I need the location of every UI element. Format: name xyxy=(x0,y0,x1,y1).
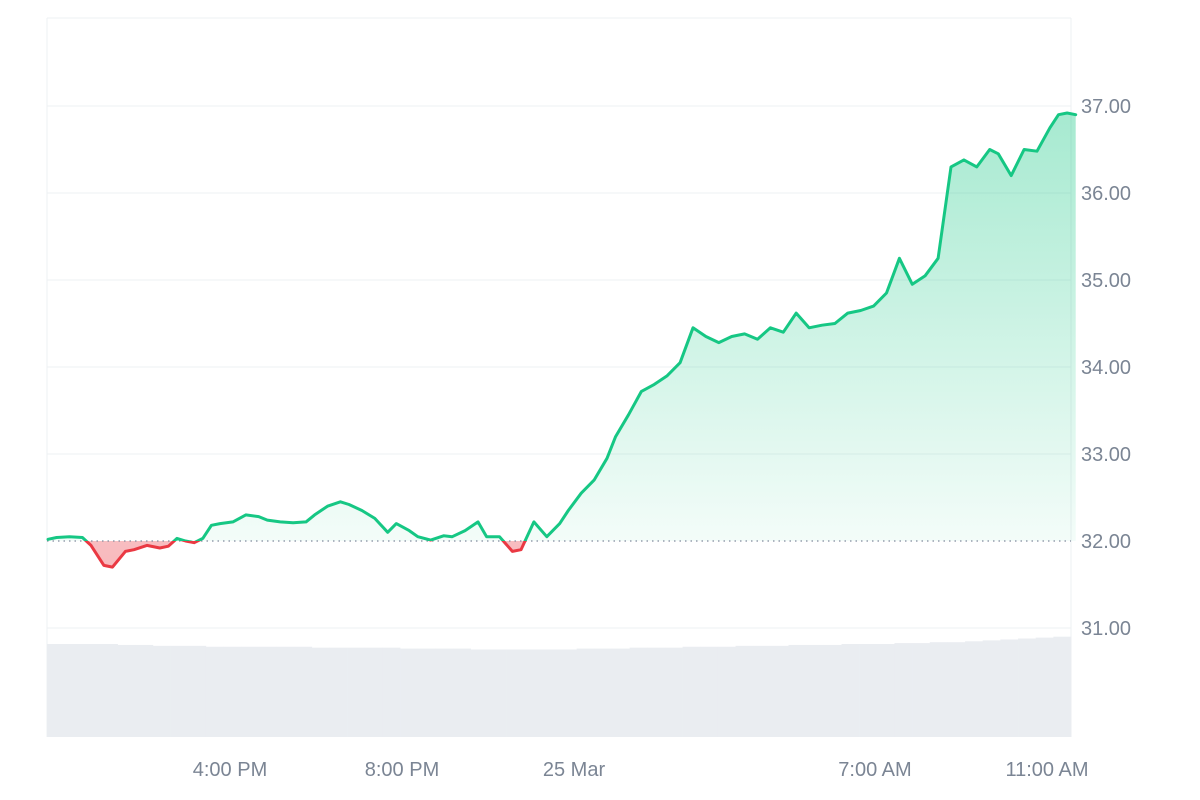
x-tick-label: 11:00 AM xyxy=(1005,759,1088,781)
y-tick-label: 31.00 xyxy=(1081,618,1131,640)
volume-bar xyxy=(788,644,807,737)
volume-bar xyxy=(753,645,772,737)
volume-bar xyxy=(912,643,931,737)
x-tick-label: 25 Mar xyxy=(543,759,606,781)
volume-bar xyxy=(382,647,401,737)
volume-bar xyxy=(806,644,825,737)
volume-bar xyxy=(841,644,860,737)
volume-bar xyxy=(329,647,348,737)
volume-bar xyxy=(258,646,277,737)
volume-bar xyxy=(205,646,224,737)
volume-bar xyxy=(64,644,83,737)
volume-bar xyxy=(859,644,878,737)
volume-bar xyxy=(453,648,472,737)
volume-bar xyxy=(594,648,613,737)
volume-bar xyxy=(99,644,118,737)
volume-bar xyxy=(965,641,984,737)
area-fills xyxy=(48,113,1076,568)
volume-bar xyxy=(117,644,136,737)
volume-bar xyxy=(135,644,154,737)
volume-bar xyxy=(947,642,966,737)
volume-bar xyxy=(488,649,507,737)
volume-bar xyxy=(1053,636,1072,737)
volume-bar xyxy=(417,648,436,737)
price-line-up xyxy=(46,111,1078,541)
x-tick-label: 4:00 PM xyxy=(193,759,267,781)
volume-bar xyxy=(664,647,683,737)
volume-bar xyxy=(470,649,489,737)
volume-bar xyxy=(876,644,895,737)
x-axis-labels: 4:00 PM 8:00 PM 25 Mar 7:00 AM 11:00 AM xyxy=(193,759,1089,781)
price-lines xyxy=(46,111,1078,569)
volume-bar xyxy=(576,648,595,737)
volume-bar xyxy=(188,645,207,737)
y-tick-label: 34.00 xyxy=(1081,357,1131,379)
volume-bar xyxy=(717,646,736,737)
grid-lines xyxy=(47,105,1071,629)
y-tick-label: 35.00 xyxy=(1081,270,1131,292)
volume-bar xyxy=(294,646,313,737)
y-axis-labels: 31.00 32.00 33.00 34.00 35.00 36.00 37.00 xyxy=(1081,96,1131,640)
volume-bar xyxy=(1035,637,1054,737)
y-tick-label: 32.00 xyxy=(1081,531,1131,553)
volume-bar xyxy=(647,647,666,737)
volume-bar xyxy=(929,642,948,737)
volume-bar xyxy=(152,645,171,737)
volume-bar xyxy=(311,647,330,737)
volume-bar xyxy=(364,647,383,737)
volume-bar xyxy=(682,646,701,737)
volume-bar xyxy=(223,646,242,737)
volume-bar xyxy=(523,649,542,737)
volume-bar xyxy=(170,645,189,737)
volume-bar xyxy=(629,647,648,737)
y-tick-label: 36.00 xyxy=(1081,183,1131,205)
area-fill-up xyxy=(48,113,1076,541)
volume-bar xyxy=(770,645,789,737)
volume-bars xyxy=(47,636,1072,737)
volume-bar xyxy=(541,649,560,737)
volume-bar xyxy=(894,643,913,737)
volume-bar xyxy=(559,649,577,737)
volume-bar xyxy=(982,640,1001,737)
volume-bar xyxy=(82,644,101,737)
volume-bar xyxy=(435,648,454,737)
y-tick-label: 33.00 xyxy=(1081,444,1131,466)
volume-bar xyxy=(735,645,754,737)
volume-bar xyxy=(611,648,630,737)
volume-bar xyxy=(347,647,366,737)
volume-bar xyxy=(1000,639,1019,737)
volume-bar xyxy=(506,649,524,737)
volume-bar xyxy=(400,648,419,737)
volume-bar xyxy=(823,644,842,737)
volume-bar xyxy=(241,646,260,737)
x-tick-label: 7:00 AM xyxy=(838,759,911,781)
y-tick-label: 37.00 xyxy=(1081,96,1131,118)
area-fill-down xyxy=(48,541,1076,568)
volume-bar xyxy=(700,646,719,737)
volume-bar xyxy=(1018,638,1036,737)
volume-bar xyxy=(47,644,65,737)
x-tick-label: 8:00 PM xyxy=(365,759,439,781)
volume-bar xyxy=(276,646,295,737)
